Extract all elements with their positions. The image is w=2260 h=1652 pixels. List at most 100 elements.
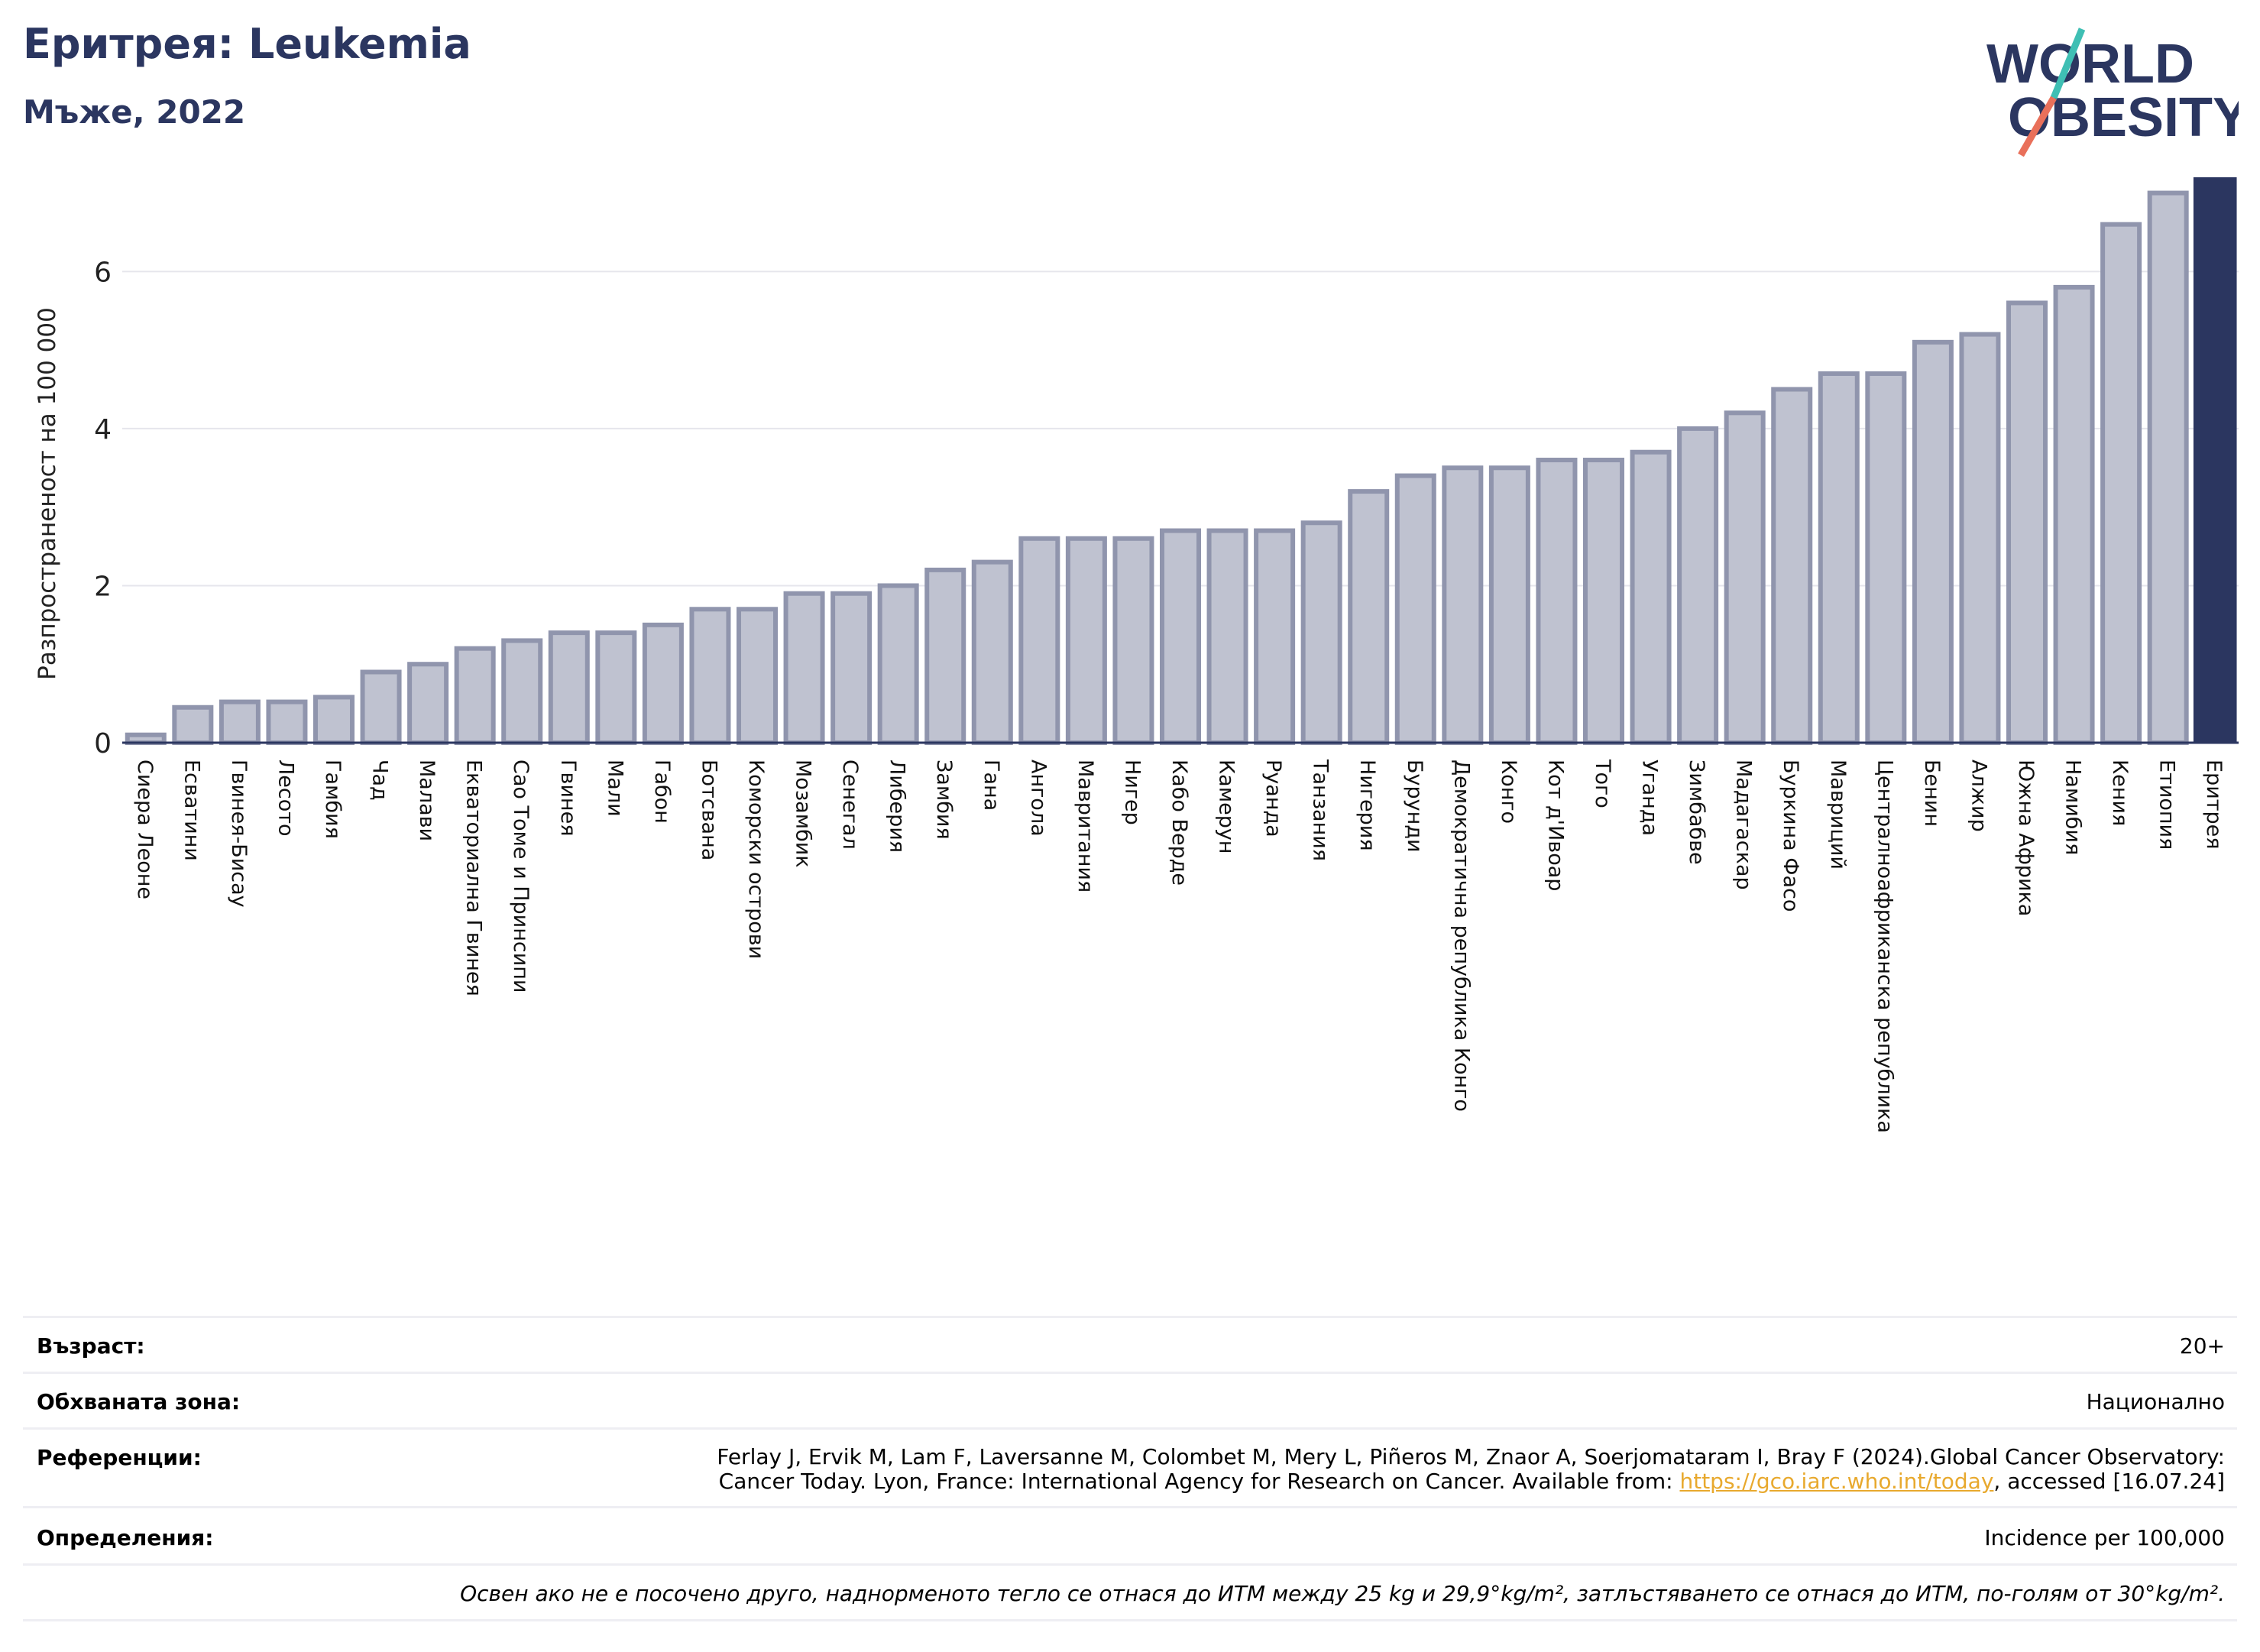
bar — [1912, 339, 1954, 746]
bar — [689, 607, 731, 745]
x-tick-label: Мавритания — [1073, 760, 1097, 892]
x-tick-label: Малави — [415, 760, 439, 841]
logo-line2: OBESITY — [2008, 87, 2239, 148]
x-tick-label: Етиопия — [2155, 760, 2179, 850]
bar-highlight — [2193, 177, 2237, 743]
world-obesity-logo: WORLD OBESITY — [1986, 28, 2239, 157]
bar — [2147, 190, 2189, 746]
refs-label: Референции: — [37, 1445, 202, 1470]
bar — [1206, 528, 1248, 745]
zone-value: Национално — [2086, 1389, 2225, 1414]
bar — [1159, 528, 1202, 745]
x-tick-label: Лесото — [274, 760, 297, 837]
x-tick-label: Гвинея — [556, 760, 580, 836]
x-tick-label: Нигер — [1120, 760, 1144, 825]
x-tick-label: Сиера Леоне — [133, 760, 157, 899]
age-row: Възраст: 20+ — [23, 1316, 2237, 1372]
bar — [1771, 387, 1813, 745]
y-tick-label: 0 — [94, 728, 112, 760]
x-tick-label: Нигерия — [1355, 760, 1379, 851]
bar — [1300, 520, 1342, 745]
bar — [360, 669, 402, 745]
x-tick-label: Еритрея — [2202, 760, 2226, 849]
bar — [219, 699, 261, 745]
bar — [736, 607, 779, 745]
bar — [1488, 465, 1530, 745]
x-tick-label: Ангола — [1026, 760, 1050, 837]
chart-subtitle: Мъже, 2022 — [23, 93, 246, 131]
bar — [1582, 458, 1625, 745]
refs-link[interactable]: https://gco.iarc.who.int/today — [1679, 1469, 1994, 1494]
bar — [1536, 458, 1578, 745]
y-tick-label: 2 — [94, 571, 112, 602]
logo-line1: WORLD — [1986, 34, 2194, 95]
zone-row: Обхваната зона: Национално — [23, 1372, 2237, 1427]
x-tick-label: Мали — [603, 760, 627, 817]
x-tick-label: Либерия — [886, 760, 909, 853]
x-tick-label: Зимбабве — [1685, 760, 1708, 865]
refs-line2-text: Cancer Today. Lyon, France: Internationa… — [718, 1469, 1680, 1494]
x-tick-label: Габон — [650, 760, 674, 824]
bar — [783, 591, 825, 745]
x-tick-label: Бенин — [1920, 760, 1944, 827]
defs-row: Определения: Incidence per 100,000 — [23, 1506, 2237, 1563]
bar — [312, 695, 355, 746]
chart-title: Еритрея: Leukemia — [23, 20, 471, 68]
x-tick-label: Буркина Фасо — [1779, 760, 1802, 912]
bar — [172, 705, 214, 745]
x-tick-label: Сао Томе и Принсипи — [509, 760, 533, 993]
x-tick-label: Бурунди — [1403, 760, 1426, 853]
bar — [1724, 410, 1766, 745]
bar — [924, 567, 966, 746]
bar — [1254, 528, 1296, 745]
x-tick-label: Камерун — [1215, 760, 1238, 854]
y-tick-label: 4 — [94, 414, 112, 445]
x-tick-label: Кабо Верде — [1167, 760, 1191, 886]
bar — [1394, 473, 1436, 745]
bar — [831, 591, 873, 745]
refs-line2-end: , accessed [16.07.24] — [1993, 1469, 2225, 1494]
x-tick-label: Ботсвана — [697, 760, 720, 860]
x-tick-label: Чад — [368, 760, 392, 801]
bar — [1959, 332, 2001, 745]
refs-value: Ferlay J, Ervik M, Lam F, Laversanne M, … — [717, 1445, 2225, 1494]
bar — [595, 630, 637, 745]
bar-chart: 0 2 4 6 Разпространеност на 100 000 Сиера Лео… — [34, 177, 2239, 1133]
x-tick-label: Кения — [2108, 760, 2132, 826]
bar — [1677, 426, 1719, 746]
x-tick-label: Алжир — [1967, 760, 1990, 832]
bar — [1348, 489, 1390, 745]
x-tick-label: Кот д'Ивоар — [1543, 760, 1567, 891]
defs-value: Incidence per 100,000 — [1984, 1525, 2225, 1550]
note-row: Освен ако не е посочено друго, наднормен… — [23, 1563, 2237, 1621]
x-tick-label: Конго — [1497, 760, 1520, 824]
x-tick-label: Замбия — [932, 760, 956, 840]
bar — [1112, 536, 1154, 745]
age-value: 20+ — [2179, 1333, 2225, 1359]
refs-row: Референции: Ferlay J, Ervik M, Lam F, La… — [23, 1427, 2237, 1506]
x-tick-label: Мавриций — [1826, 760, 1850, 870]
x-tick-label: Того — [1591, 759, 1614, 808]
x-tick-label: Демократична република Конго — [1449, 760, 1473, 1112]
x-tick-label: Руанда — [1261, 760, 1285, 837]
bar — [1065, 536, 1107, 745]
bar — [971, 559, 1013, 745]
x-tick-label: Мадагаскар — [1732, 760, 1756, 890]
y-tick-label: 6 — [94, 257, 112, 288]
x-tick-label: Сенегал — [838, 760, 862, 850]
refs-line2: Cancer Today. Lyon, France: Internationa… — [717, 1469, 2225, 1494]
age-label: Възраст: — [37, 1333, 145, 1359]
zone-label: Обхваната зона: — [37, 1389, 241, 1414]
x-tick-label: Централноафриканска република — [1873, 760, 1896, 1133]
x-tick-label: Уганда — [1638, 760, 1662, 836]
x-tick-label: Танзания — [1309, 759, 1332, 861]
bar — [1865, 371, 1907, 745]
bar — [548, 630, 590, 745]
bar — [1818, 371, 1860, 745]
x-tick-label: Гамбия — [321, 760, 345, 839]
info-table: Възраст: 20+ Обхваната зона: Национално … — [23, 1316, 2237, 1621]
y-axis-label: Разпространеност на 100 000 — [34, 307, 61, 680]
bar — [642, 622, 684, 745]
bar — [266, 699, 308, 745]
bar — [877, 583, 919, 746]
